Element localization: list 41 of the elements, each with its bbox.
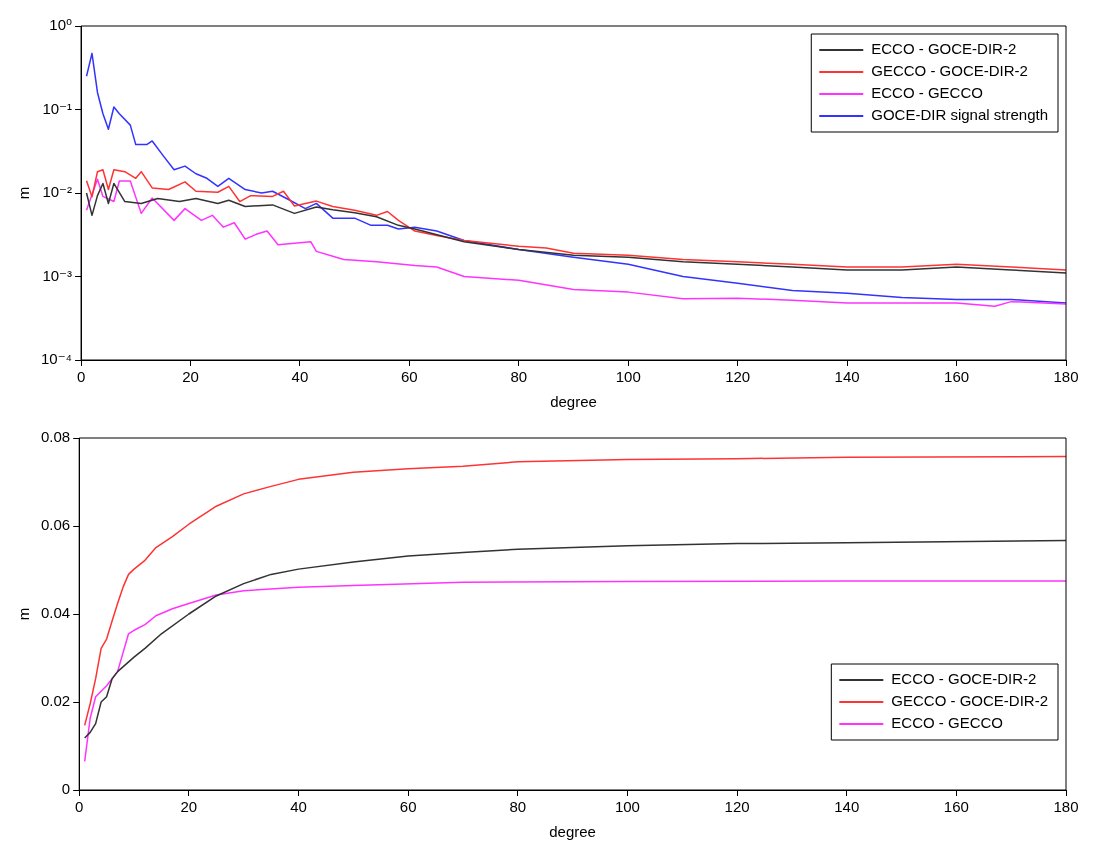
x-tick-label: 80 — [510, 368, 528, 386]
legend-label: ECCO - GECCO — [871, 84, 983, 102]
y-axis-title: m — [15, 607, 33, 621]
x-tick-label: 100 — [614, 798, 640, 816]
y-tick-label: 0 — [61, 780, 71, 798]
x-tick-label: 60 — [399, 798, 417, 816]
x-tick-label: 20 — [180, 798, 198, 816]
x-tick-label: 40 — [290, 798, 307, 816]
y-tick-label: 10⁻² — [42, 183, 73, 201]
x-tick-label: 0 — [76, 368, 86, 386]
x-tick-label: 40 — [291, 368, 309, 386]
x-tick-label: 140 — [834, 368, 860, 386]
y-axis-title: m — [15, 186, 33, 200]
y-tick-label: 10⁻¹ — [42, 99, 73, 117]
x-tick-label: 120 — [725, 368, 751, 386]
x-tick-label: 100 — [615, 368, 641, 386]
y-tick-label: 10⁰ — [49, 16, 73, 34]
y-tick-label: 10⁻⁴ — [40, 350, 73, 368]
legend-label: ECCO - GECCO — [891, 714, 1004, 732]
x-tick-label: 80 — [509, 798, 527, 816]
y-tick-label: 0.06 — [40, 516, 71, 534]
y-tick-label: 10⁻³ — [42, 266, 73, 284]
y-tick-label: 0.02 — [40, 692, 71, 710]
x-tick-label: 120 — [724, 798, 750, 816]
x-tick-label: 180 — [1053, 798, 1079, 816]
legend-label: GOCE-DIR signal strength — [871, 106, 1049, 124]
x-tick-label: 0 — [75, 798, 84, 816]
x-tick-label: 160 — [944, 368, 970, 386]
x-axis-title: degree — [549, 823, 596, 841]
legend-label: ECCO - GOCE-DIR-2 — [891, 670, 1037, 688]
x-tick-label: 180 — [1053, 368, 1079, 386]
x-tick-label: 20 — [182, 368, 199, 386]
x-tick-label: 160 — [943, 798, 969, 816]
y-tick-label: 0.04 — [40, 604, 71, 622]
legend-label: ECCO - GOCE-DIR-2 — [871, 40, 1017, 58]
legend-label: GECCO - GOCE-DIR-2 — [891, 692, 1049, 710]
x-tick-label: 60 — [401, 368, 418, 386]
legend-label: GECCO - GOCE-DIR-2 — [871, 62, 1028, 80]
x-axis-title: degree — [550, 393, 597, 411]
y-tick-label: 0.08 — [40, 428, 71, 446]
x-tick-label: 140 — [834, 798, 860, 816]
